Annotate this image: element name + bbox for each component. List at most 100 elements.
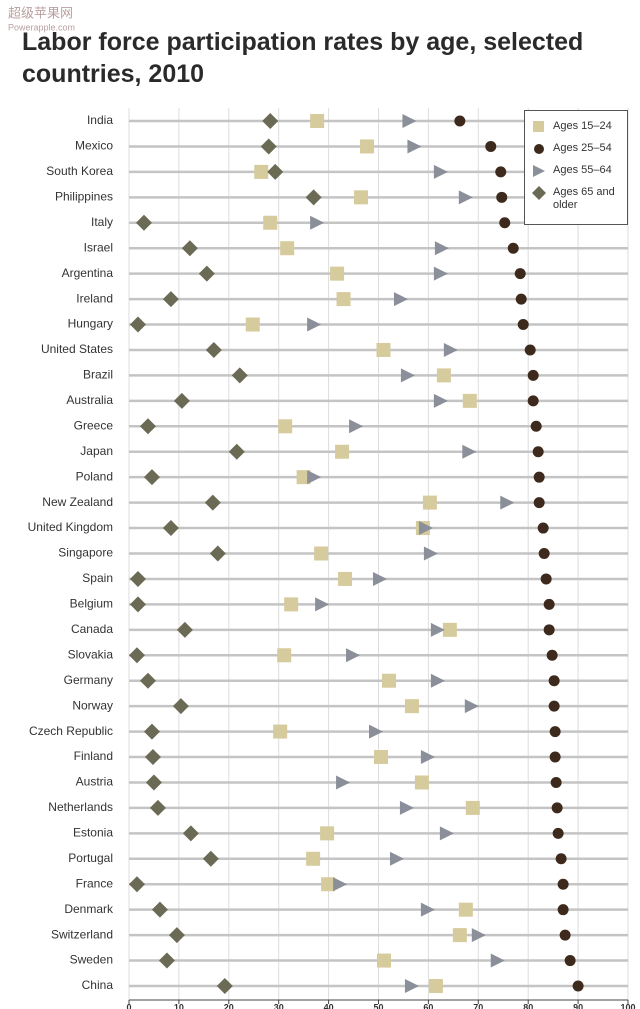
dot-circle [548,700,560,712]
dot-triangle [433,164,448,179]
dot-square [376,953,391,968]
legend-item: Ages 15–24 [531,119,623,135]
legend-marker [532,186,546,200]
dot-circle [530,420,542,432]
dot-diamond [181,240,198,257]
dot-circle [551,802,563,814]
y-tick-label: United Kingdom [28,520,113,534]
y-tick-label: Hungary [68,317,113,331]
legend: Ages 15–24 Ages 25–54 Ages 55–64 Ages 65 an… [524,110,628,225]
dot-circle [555,853,567,865]
dot-triangle [307,317,322,332]
y-tick-label: China [82,978,114,992]
dot-diamond [145,774,162,791]
dot-triangle [458,190,473,205]
legend-icon [533,121,544,132]
dot-triangle [333,877,348,892]
y-tick-label: Slovakia [68,647,114,661]
y-tick-label: France [76,876,114,890]
legend-item: Ages 65 and older [531,185,623,212]
legend-item: Ages 55–64 [531,163,623,179]
dot-circle [524,344,536,356]
legend-marker [533,165,545,177]
dot-square [373,750,388,765]
dot-triangle [443,342,458,357]
legend-icon [533,165,545,177]
dot-square [330,266,345,281]
dot-triangle [399,800,414,815]
legend-label: Ages 65 and older [553,186,615,211]
y-tick-label: Denmark [64,902,114,916]
dot-diamond [182,825,199,842]
dot-triangle [500,495,515,510]
dot-diamond [173,392,190,409]
dot-circle [540,573,552,585]
dot-triangle [393,292,408,307]
dot-square [414,775,429,790]
x-tick-label: 0 [126,1002,131,1009]
y-tick-label: Belgium [70,597,113,611]
dot-square [436,368,451,383]
dot-triangle [462,444,477,459]
dot-circle [538,548,550,559]
x-tick-label: 90 [573,1002,583,1009]
dot-triangle [418,521,433,536]
legend-marker [533,121,544,132]
y-tick-label: Switzerland [51,927,113,941]
dot-circle [559,929,571,941]
dot-triangle [349,419,364,434]
y-tick-label: Portugal [68,851,113,865]
dot-triangle [336,775,351,790]
dot-diamond [305,189,322,206]
x-tick-label: 70 [473,1002,483,1009]
dot-diamond [168,927,185,944]
title-box: Labor force participation rates by age, … [22,28,583,88]
dot-square [280,241,295,256]
dot-triangle [434,241,449,256]
dot-triangle [346,648,361,663]
x-tick-label: 100 [620,1002,635,1009]
dot-diamond [162,291,179,308]
dot-square [452,928,467,943]
dot-diamond [176,621,193,638]
dot-square [376,342,391,357]
watermark-url: Powerapple.com [8,22,75,32]
dot-triangle [471,928,486,943]
y-tick-label: Brazil [83,368,113,382]
dot-circle [454,115,466,127]
dot-triangle [402,114,417,128]
dot-circle [485,140,497,152]
dot-diamond [151,901,168,918]
dot-triangle [315,597,330,612]
dot-square [263,215,278,230]
dot-circle [557,904,569,916]
dot-triangle [433,393,448,408]
y-tick-label: Australia [66,393,113,407]
dot-circle [496,191,508,203]
y-tick-label: Finland [74,749,113,763]
dot-square [245,317,260,332]
y-tick-label: Singapore [58,546,113,560]
y-tick-label: Philippines [55,189,113,203]
dot-diamond [139,418,156,435]
dot-triangle [420,750,435,765]
dot-square [338,571,353,586]
dot-triangle [307,470,322,485]
dot-diamond [198,265,215,282]
dot-triangle [433,266,448,281]
dot-circle [549,751,561,763]
dot-circle [572,980,584,992]
dot-circle [564,955,576,967]
legend-marker [534,144,544,154]
dot-diamond [128,876,145,893]
y-tick-label: Argentina [62,266,114,280]
dot-diamond [144,749,161,766]
dot-triangle [369,724,384,739]
dot-circle [532,446,544,458]
dot-circle [543,624,555,636]
dot-diamond [209,545,226,562]
dot-circle [495,166,507,178]
dot-circle [527,369,539,381]
dot-diamond [149,799,166,816]
